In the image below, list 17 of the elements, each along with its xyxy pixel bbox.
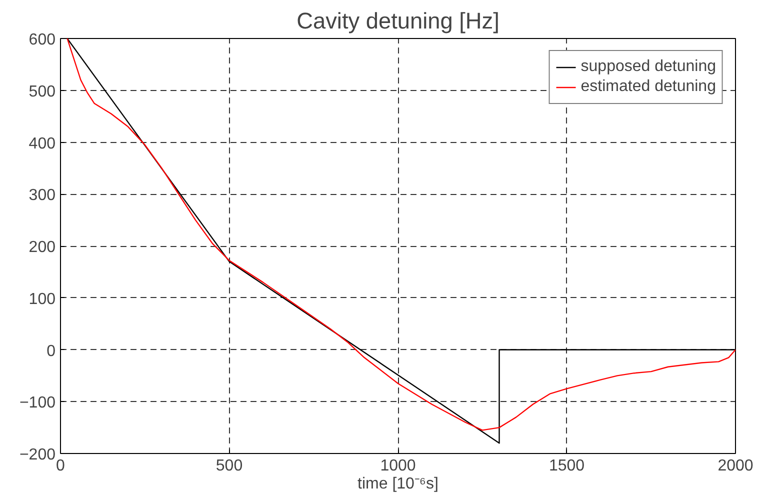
y-tick-label: 500	[28, 83, 56, 100]
x-tick-label: 1500	[548, 458, 585, 474]
y-tick-label: 600	[28, 32, 56, 48]
y-tick-label: 200	[28, 239, 56, 256]
x-axis-title: time [10⁻⁶s]	[358, 476, 438, 492]
y-tick-label: 100	[28, 290, 56, 308]
y-tick-label: −200	[19, 446, 56, 464]
y-tick-label: 300	[28, 187, 56, 204]
y-tick-label: −100	[19, 394, 56, 412]
legend-label: estimated detuning	[580, 78, 716, 96]
legend-label: supposed detuning	[580, 58, 716, 76]
x-tick-label: 2000	[718, 458, 754, 474]
x-tick-label: 500	[216, 458, 243, 474]
y-tick-label: 400	[28, 135, 56, 152]
chart-title: Cavity detuning [Hz]	[296, 8, 500, 34]
y-tick-label: 0	[46, 342, 56, 360]
x-tick-label: 1000	[380, 458, 416, 474]
